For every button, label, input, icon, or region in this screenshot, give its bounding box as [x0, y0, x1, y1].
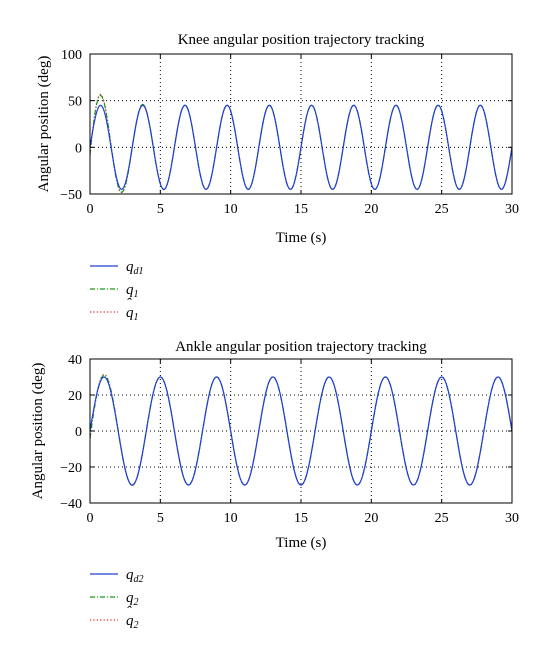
y-axis-label: Angular position (deg): [36, 56, 52, 193]
legend-label-q_2: q2: [126, 590, 139, 608]
series-line-q_d2: [90, 376, 512, 486]
y-tick-label: 100: [61, 48, 82, 63]
x-axis-label: Time (s): [276, 230, 327, 246]
chart-panel-1: Knee angular position trajectory trackin…: [36, 32, 519, 323]
x-tick-label: 15: [294, 511, 308, 526]
x-tick-label: 10: [224, 511, 238, 526]
legend-label-q̂_1: q1: [126, 305, 139, 323]
legend: qd2 q2 q2ˆ: [90, 567, 144, 631]
chart-panel-2: Ankle angular position trajectory tracki…: [30, 339, 519, 631]
y-tick-label: 0: [75, 141, 82, 156]
legend-hat-q̂_1: ˆ: [126, 296, 132, 312]
x-tick-label: 25: [435, 202, 449, 217]
x-tick-label: 20: [364, 511, 378, 526]
chart-title: Ankle angular position trajectory tracki…: [175, 339, 427, 355]
x-tick-label: 15: [294, 202, 308, 217]
y-tick-label: 0: [75, 425, 82, 440]
legend-label-q_1: q1: [126, 282, 139, 300]
x-tick-label: 5: [157, 202, 164, 217]
legend-hat-q̂_2: ˆ: [126, 604, 132, 620]
chart-title: Knee angular position trajectory trackin…: [178, 32, 425, 48]
legend-label-q_d2: qd2: [126, 567, 144, 585]
x-tick-label: 30: [505, 511, 519, 526]
y-axis-label: Angular position (deg): [30, 363, 46, 500]
legend: qd1 q1 q1ˆ: [90, 259, 144, 323]
y-tick-label: −20: [60, 461, 82, 476]
y-tick-label: 40: [68, 353, 82, 368]
y-tick-label: −40: [60, 497, 82, 512]
x-tick-label: 0: [87, 202, 94, 217]
x-tick-label: 10: [224, 202, 238, 217]
x-tick-label: 5: [157, 511, 164, 526]
x-tick-label: 30: [505, 202, 519, 217]
y-tick-label: 20: [68, 389, 82, 404]
x-tick-label: 20: [364, 202, 378, 217]
series-group: [90, 373, 512, 486]
legend-label-q_d1: qd1: [126, 259, 144, 277]
x-tick-label: 25: [435, 511, 449, 526]
x-tick-label: 0: [87, 511, 94, 526]
series-line-q_d1: [90, 104, 512, 190]
legend-label-q̂_2: q2: [126, 613, 139, 631]
y-tick-label: 50: [68, 95, 82, 110]
x-axis-label: Time (s): [276, 535, 327, 551]
y-tick-label: −50: [60, 188, 82, 203]
series-group: [90, 93, 512, 194]
